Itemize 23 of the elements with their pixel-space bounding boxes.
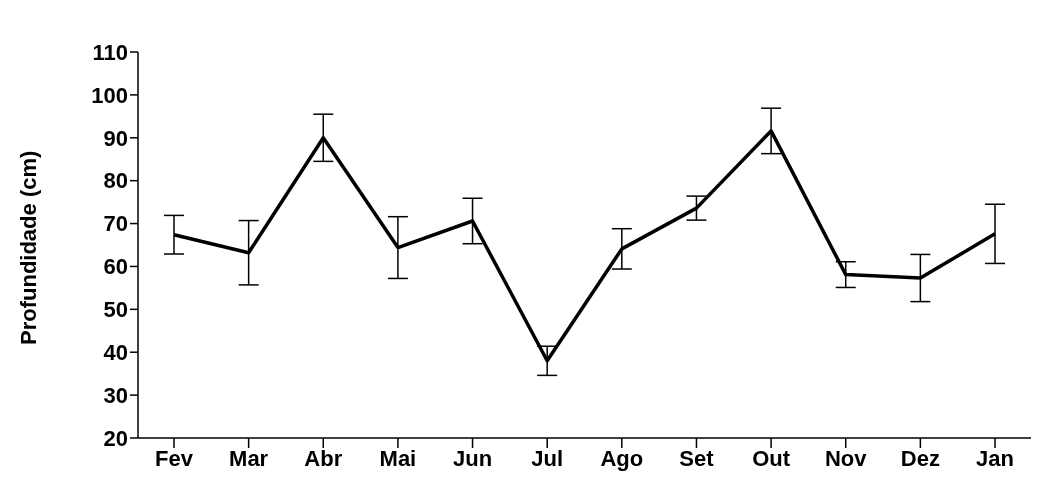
- x-tick-label: Nov: [824, 445, 868, 471]
- y-tick-label: 40: [103, 340, 128, 366]
- y-tick-label: 50: [103, 297, 128, 323]
- y-tick-label: 60: [103, 254, 128, 280]
- y-tick-label: 110: [92, 39, 128, 65]
- x-tick-label: Jul: [531, 445, 564, 471]
- y-axis-title: Profundidade (cm): [15, 150, 41, 345]
- x-tick-label: Abr: [304, 445, 343, 471]
- x-tick-label: Jun: [452, 445, 493, 471]
- x-tick-label: Ago: [600, 445, 644, 471]
- y-tick-label: 90: [103, 125, 128, 151]
- y-tick-label: 70: [103, 211, 128, 237]
- y-tick-label: 80: [103, 168, 128, 194]
- x-tick-label: Fev: [155, 445, 194, 471]
- x-tick-label: Mai: [379, 445, 417, 471]
- x-tick-label: Dez: [900, 445, 940, 471]
- x-tick-label: Out: [752, 445, 791, 471]
- y-tick-label: 100: [91, 82, 128, 108]
- x-tick-label: Mar: [229, 445, 269, 471]
- x-tick-label: Set: [679, 445, 715, 471]
- x-tick-label: Jan: [976, 445, 1014, 471]
- y-tick-label: 30: [103, 382, 128, 408]
- y-tick-label: 20: [103, 425, 128, 451]
